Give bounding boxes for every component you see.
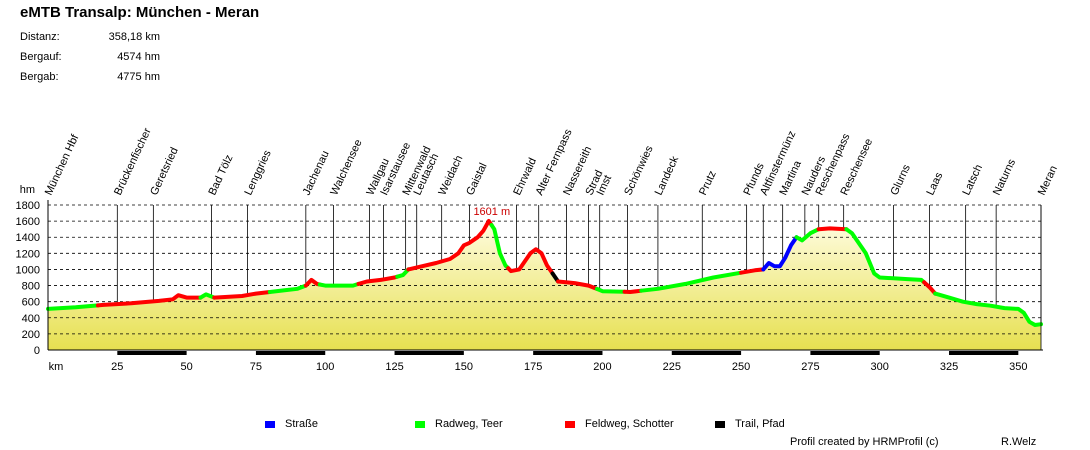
y-tick-label: 1400 [16, 232, 40, 244]
waypoint-label: Schönwies [622, 144, 656, 198]
elevation-profile-chart: 0 200 400 600 800 1000 1200 1400 1600 1800 25 50 75 1… [16, 126, 1060, 373]
profile-segment [761, 235, 799, 272]
waypoint-label: München Hbf [43, 132, 82, 197]
page-title: eMTB Transalp: München - Meran [20, 4, 260, 21]
distance-band [255, 351, 326, 355]
profile-segment [933, 291, 1043, 327]
distance-band [671, 351, 742, 355]
x-tick-label: 150 [455, 361, 473, 373]
distance-band [810, 351, 880, 355]
credit-text: Profil created by HRMProfil (c) [790, 436, 939, 448]
waypoint-label: Landeck [653, 154, 682, 197]
x-tick-label: 275 [801, 361, 819, 373]
y-tick-label: 200 [22, 329, 40, 341]
x-tick-label: 125 [385, 361, 403, 373]
x-tick-label: 175 [524, 361, 542, 373]
waypoint-label: Gaistal [464, 161, 489, 197]
y-tick-label: 1800 [16, 200, 40, 212]
x-tick-label: 100 [316, 361, 334, 373]
descent-value: 4775 hm [117, 71, 160, 83]
profile-segment [267, 283, 308, 294]
legend-item-trail: Trail, Pfad [715, 418, 785, 430]
legend-swatch-strasse [265, 420, 275, 428]
y-axis-label: hm [20, 184, 35, 196]
profile-segment [506, 247, 555, 276]
legend-swatch-feldweg [565, 420, 575, 428]
ascent-value: 4574 hm [117, 51, 160, 63]
waypoint-label: Bad Tölz [206, 153, 235, 197]
distance-value: 358,18 km [108, 31, 160, 43]
waypoint-label: Latsch [960, 163, 985, 197]
profile-segment [317, 281, 361, 288]
legend-label-trail: Trail, Pfad [735, 418, 785, 430]
legend-label-feldweg: Feldweg, Schotter [585, 418, 674, 430]
waypoint-label: Brückenfischer [112, 126, 154, 197]
x-tick-label: 75 [250, 361, 262, 373]
legend-swatch-radweg [415, 420, 425, 428]
x-tick-label: 50 [180, 361, 192, 373]
x-tick-label: 250 [732, 361, 750, 373]
legend-item-feldweg: Feldweg, Schotter [565, 418, 674, 430]
profile-segment [844, 227, 927, 285]
profile-segment [406, 219, 494, 272]
profile-segment [212, 290, 272, 300]
profile-segment [395, 267, 411, 279]
elevation-area [48, 221, 1041, 350]
profile-segment [46, 303, 100, 311]
distance-band [533, 351, 603, 355]
descent-label: Bergab: [20, 71, 59, 83]
profile-segment [639, 270, 744, 293]
max-elevation-label: 1601 m [473, 206, 510, 218]
waypoint-label: Prutz [697, 169, 719, 197]
x-tick-label: 25 [111, 361, 123, 373]
author-text: R.Welz [1001, 436, 1037, 448]
distance-band [117, 351, 187, 355]
x-tick-label: 200 [593, 361, 611, 373]
profile-segment [816, 226, 849, 232]
y-tick-label: 1000 [16, 264, 40, 276]
distance-band [949, 351, 1019, 355]
profile-segment [622, 288, 644, 294]
legend-label-strasse: Straße [285, 418, 319, 430]
distance-label: Distanz: [20, 31, 60, 43]
x-tick-label: 300 [871, 361, 889, 373]
legend-swatch-trail [715, 420, 725, 428]
distance-band [394, 351, 464, 355]
profile-segment [198, 292, 217, 300]
y-tick-label: 0 [34, 345, 40, 357]
y-tick-label: 1200 [16, 248, 40, 260]
legend-label-radweg: Radweg, Teer [435, 418, 503, 430]
profile-segment [95, 293, 203, 308]
waypoint-label: Weidach [437, 154, 466, 198]
x-tick-label: 350 [1009, 361, 1027, 373]
waypoint-label: Geretsried [148, 146, 181, 198]
waypoint-label: Lenggries [242, 148, 274, 197]
legend-item-strasse: Straße [265, 418, 318, 430]
waypoint-label: Jachenau [301, 149, 332, 197]
y-tick-label: 1600 [16, 216, 40, 228]
waypoint-label: Walchensee [328, 138, 364, 198]
x-tick-label: 225 [663, 361, 681, 373]
waypoint-label: Laas [924, 170, 945, 197]
y-tick-label: 400 [22, 313, 40, 325]
x-axis-label: km [49, 361, 64, 373]
ascent-label: Bergauf: [20, 51, 62, 63]
profile-segment [594, 286, 627, 294]
profile-segment [489, 223, 511, 271]
y-tick-label: 600 [22, 297, 40, 309]
waypoint-label: Meran [1036, 164, 1060, 197]
y-tick-label: 800 [22, 281, 40, 293]
profile-segment [556, 279, 599, 291]
profile-segment [922, 280, 938, 296]
profile-segment [794, 227, 821, 243]
waypoint-label: Glurns [888, 162, 913, 197]
profile-segment [739, 267, 766, 275]
legend-item-radweg: Radweg, Teer [415, 418, 503, 430]
waypoint-label: Naturns [991, 157, 1018, 197]
x-tick-label: 325 [940, 361, 958, 373]
